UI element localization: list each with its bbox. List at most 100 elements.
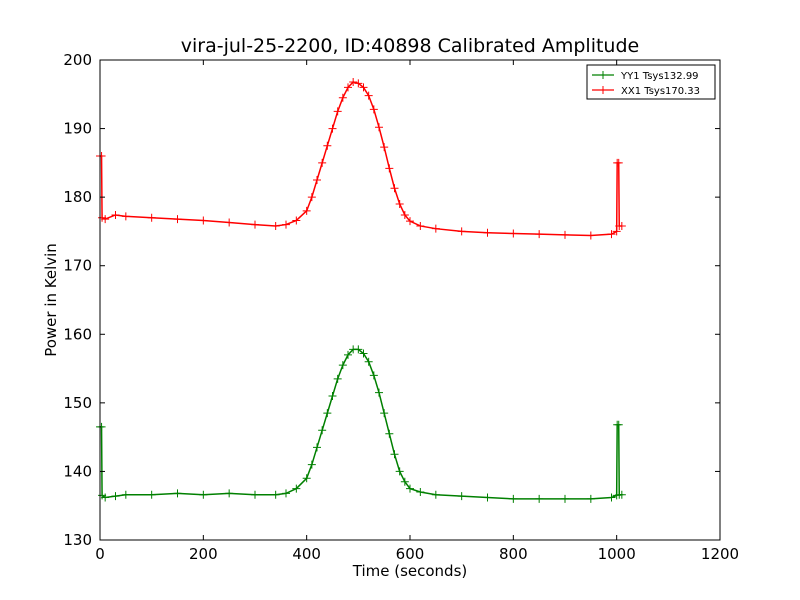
data-point bbox=[338, 361, 347, 370]
series-1 bbox=[96, 77, 626, 240]
data-point bbox=[395, 200, 404, 208]
y-tick-label: 150 bbox=[63, 394, 92, 412]
data-point bbox=[385, 429, 394, 438]
y-tick-label: 190 bbox=[63, 120, 92, 138]
plot-frame bbox=[99, 59, 721, 541]
data-point bbox=[307, 460, 316, 469]
data-point bbox=[101, 215, 110, 224]
data-point bbox=[431, 490, 440, 499]
data-point bbox=[561, 230, 569, 239]
data-point bbox=[271, 490, 280, 499]
x-tick-label: 0 bbox=[95, 545, 105, 563]
data-point bbox=[364, 91, 373, 100]
data-point bbox=[509, 494, 518, 503]
y-tick-label: 130 bbox=[63, 531, 92, 549]
data-point bbox=[323, 409, 332, 418]
data-point bbox=[251, 220, 259, 229]
data-point bbox=[318, 426, 327, 435]
data-point bbox=[369, 371, 378, 380]
data-point bbox=[199, 216, 208, 225]
y-tick-label: 170 bbox=[63, 257, 92, 275]
data-point bbox=[369, 105, 378, 114]
x-tick-label: 1000 bbox=[598, 545, 636, 563]
data-point bbox=[318, 158, 327, 167]
x-tick-label: 600 bbox=[396, 545, 425, 563]
data-point bbox=[416, 221, 425, 230]
data-point bbox=[101, 493, 110, 502]
data-point bbox=[313, 176, 321, 184]
series-0 bbox=[96, 345, 626, 503]
data-point bbox=[535, 494, 544, 503]
data-point bbox=[251, 490, 259, 499]
data-point bbox=[614, 158, 623, 167]
data-point bbox=[385, 164, 394, 173]
data-point bbox=[607, 493, 616, 502]
data-point bbox=[359, 349, 368, 358]
data-point bbox=[617, 221, 626, 230]
data-point bbox=[328, 392, 337, 400]
data-point bbox=[354, 79, 363, 88]
data-point bbox=[323, 141, 332, 150]
data-point bbox=[457, 492, 466, 501]
data-point bbox=[400, 210, 409, 219]
y-axis-label: Power in Kelvin bbox=[42, 243, 60, 357]
data-point bbox=[380, 409, 389, 418]
x-tick-label: 200 bbox=[189, 545, 218, 563]
y-tick-label: 160 bbox=[63, 325, 92, 343]
data-point bbox=[333, 107, 342, 116]
data-point bbox=[147, 490, 156, 499]
data-point bbox=[617, 490, 626, 499]
data-point bbox=[535, 230, 544, 239]
legend: YY1 Tsys132.99 XX1 Tsys170.33 bbox=[586, 64, 716, 100]
data-point bbox=[111, 210, 120, 219]
data-point bbox=[586, 231, 595, 240]
data-point bbox=[483, 228, 492, 237]
data-point bbox=[97, 152, 106, 160]
data-point bbox=[313, 443, 321, 452]
data-point bbox=[416, 488, 425, 496]
data-point bbox=[328, 124, 337, 133]
legend-marker bbox=[599, 71, 607, 79]
legend-marker bbox=[599, 86, 607, 94]
data-point bbox=[586, 494, 595, 503]
legend-label: XX1 Tsys170.33 bbox=[621, 86, 700, 97]
data-point bbox=[97, 422, 106, 431]
series-line bbox=[100, 81, 622, 237]
data-point bbox=[561, 494, 569, 503]
data-point bbox=[359, 83, 368, 92]
data-point bbox=[338, 93, 347, 102]
data-point bbox=[364, 357, 373, 366]
legend-item: YY1 Tsys132.99 bbox=[592, 71, 699, 82]
x-tick-label: 1200 bbox=[701, 545, 739, 563]
data-point bbox=[173, 489, 182, 498]
data-point bbox=[199, 490, 208, 499]
data-point bbox=[173, 215, 182, 224]
data-point bbox=[225, 218, 234, 227]
data-point bbox=[282, 220, 290, 229]
y-tick-label: 180 bbox=[63, 188, 92, 206]
data-point bbox=[406, 217, 414, 226]
legend-box bbox=[586, 64, 716, 100]
data-point bbox=[225, 489, 234, 498]
data-point bbox=[111, 492, 120, 501]
legend-label: YY1 Tsys132.99 bbox=[620, 71, 699, 82]
data-point bbox=[147, 213, 156, 222]
ticks-layer: 0 200 400 600 800 1000 1200 130 140 150 160 170 180 1… bbox=[63, 51, 739, 563]
data-point bbox=[375, 123, 383, 132]
data-point bbox=[395, 467, 404, 476]
data-point bbox=[390, 184, 399, 193]
data-point bbox=[375, 388, 383, 397]
data-point bbox=[457, 227, 466, 236]
data-point bbox=[483, 493, 492, 502]
data-point bbox=[344, 350, 352, 359]
data-point bbox=[390, 450, 399, 459]
legend-item: XX1 Tsys170.33 bbox=[592, 86, 700, 97]
data-point bbox=[509, 229, 518, 238]
data-point bbox=[282, 489, 290, 498]
data-point bbox=[349, 77, 358, 86]
data-point bbox=[302, 474, 311, 483]
y-tick-label: 200 bbox=[63, 51, 92, 69]
data-point bbox=[431, 224, 440, 233]
data-point bbox=[121, 212, 130, 221]
